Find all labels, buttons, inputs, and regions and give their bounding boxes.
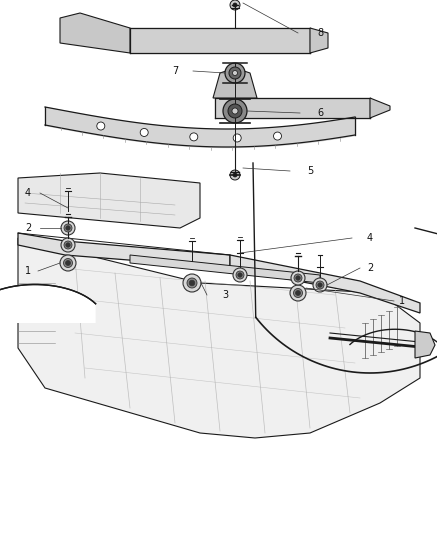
Circle shape — [61, 238, 75, 252]
Circle shape — [64, 224, 72, 232]
Circle shape — [291, 271, 305, 285]
Circle shape — [232, 108, 238, 114]
Polygon shape — [130, 255, 320, 283]
Circle shape — [296, 276, 300, 280]
Circle shape — [229, 67, 241, 79]
Circle shape — [66, 226, 70, 230]
Polygon shape — [18, 233, 230, 268]
Circle shape — [225, 63, 245, 83]
Circle shape — [140, 128, 148, 136]
Circle shape — [66, 261, 70, 265]
Circle shape — [230, 170, 240, 180]
Circle shape — [274, 132, 281, 140]
Circle shape — [294, 288, 302, 297]
Circle shape — [313, 278, 327, 292]
Text: 2: 2 — [367, 263, 373, 273]
Text: 1: 1 — [25, 266, 31, 276]
Text: 1: 1 — [399, 296, 405, 306]
Polygon shape — [18, 238, 420, 438]
Text: 8: 8 — [317, 28, 323, 38]
Circle shape — [183, 274, 201, 292]
Circle shape — [236, 271, 244, 279]
Text: 7: 7 — [172, 66, 178, 76]
Circle shape — [223, 99, 247, 123]
Circle shape — [233, 173, 237, 177]
Circle shape — [230, 0, 240, 10]
Text: 5: 5 — [307, 166, 313, 176]
Polygon shape — [18, 173, 200, 228]
Circle shape — [232, 70, 237, 76]
Circle shape — [233, 134, 241, 142]
Text: 2: 2 — [25, 223, 31, 233]
Circle shape — [61, 221, 75, 235]
Circle shape — [190, 133, 198, 141]
Polygon shape — [370, 98, 390, 118]
Polygon shape — [60, 13, 130, 53]
Circle shape — [316, 281, 324, 289]
Circle shape — [189, 280, 195, 286]
Circle shape — [295, 290, 301, 295]
Circle shape — [233, 268, 247, 282]
Circle shape — [66, 243, 70, 247]
Circle shape — [294, 274, 302, 282]
Circle shape — [228, 104, 242, 118]
Circle shape — [238, 273, 242, 277]
Polygon shape — [0, 285, 96, 323]
Circle shape — [290, 285, 306, 301]
Text: 3: 3 — [222, 290, 228, 300]
Circle shape — [60, 255, 76, 271]
Text: 6: 6 — [317, 108, 323, 118]
Text: 4: 4 — [367, 233, 373, 243]
Circle shape — [97, 122, 105, 130]
Circle shape — [318, 283, 322, 287]
Circle shape — [233, 3, 237, 7]
Circle shape — [63, 259, 73, 268]
Text: 4: 4 — [25, 188, 31, 198]
Circle shape — [187, 278, 197, 288]
Polygon shape — [213, 68, 257, 98]
Circle shape — [64, 241, 72, 249]
Polygon shape — [415, 331, 435, 358]
Polygon shape — [310, 28, 328, 53]
Polygon shape — [230, 255, 420, 313]
